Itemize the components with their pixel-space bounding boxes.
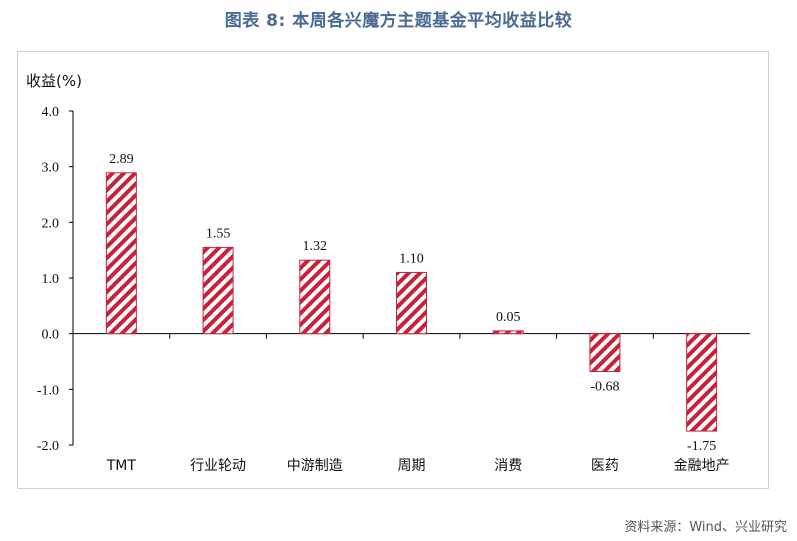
y-tick-label: 1.0 bbox=[42, 272, 60, 287]
category-label: 医药 bbox=[591, 458, 619, 474]
bars bbox=[105, 172, 718, 432]
data-label: 1.32 bbox=[303, 239, 328, 254]
labels: 2.89 TMT 1.55 行业轮动 1.32 中游制造 1.10 周期 0.05 消费 -0.68… bbox=[106, 152, 730, 474]
data-label: 1.10 bbox=[399, 251, 424, 266]
data-label: 0.05 bbox=[496, 310, 521, 325]
category-label: 周期 bbox=[398, 458, 426, 474]
bar bbox=[105, 172, 137, 335]
source-note: 资料来源：Wind、兴业研究 bbox=[624, 520, 787, 535]
y-tick-label: 3.0 bbox=[42, 161, 60, 176]
data-label: 1.55 bbox=[206, 226, 231, 241]
y-tick-label: 0.0 bbox=[42, 328, 60, 343]
data-label: -1.75 bbox=[687, 439, 716, 454]
bar bbox=[589, 333, 621, 373]
y-axis-label: 收益(%) bbox=[26, 72, 82, 90]
category-label: 消费 bbox=[494, 458, 522, 474]
bar bbox=[686, 333, 718, 432]
data-label: 2.89 bbox=[109, 152, 134, 167]
category-label: 金融地产 bbox=[674, 458, 730, 474]
y-tick-label: 2.0 bbox=[42, 216, 60, 231]
bar bbox=[396, 271, 427, 335]
category-label: TMT bbox=[106, 458, 137, 474]
y-tick-label: 4.0 bbox=[42, 105, 60, 120]
data-label: -0.68 bbox=[590, 380, 619, 395]
axes: -2.0 -1.0 0.0 1.0 2.0 3.0 4.0 bbox=[37, 105, 750, 454]
y-tick-label: -1.0 bbox=[37, 383, 59, 398]
category-label: 中游制造 bbox=[287, 458, 343, 474]
y-tick-label: -2.0 bbox=[37, 439, 59, 454]
bar bbox=[299, 259, 331, 335]
bar bbox=[202, 246, 234, 335]
chart-frame bbox=[17, 51, 769, 489]
category-label: 行业轮动 bbox=[190, 458, 246, 474]
chart-title: 图表 8: 本周各兴魔方主题基金平均收益比较 bbox=[224, 11, 573, 31]
bar bbox=[492, 330, 524, 335]
